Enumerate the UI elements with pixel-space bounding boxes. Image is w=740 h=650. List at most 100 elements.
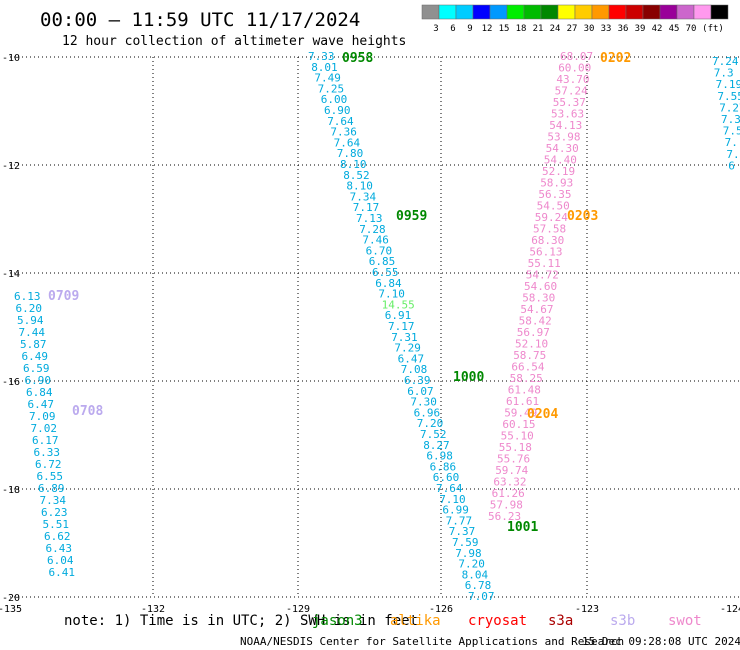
colorbar-swatch	[608, 4, 627, 20]
colorbar-label: (ft)	[702, 24, 724, 34]
plot-area: -10 -12 -14 -16 -18 -20-135 -132 -129 -126 -123 -1…	[0, 50, 740, 615]
wave-height-label: 6.20	[16, 302, 43, 315]
wave-height-label: 6.47	[398, 352, 425, 365]
wave-height-label: 58.30	[522, 292, 555, 305]
wave-height-label: 7.17	[353, 201, 380, 214]
units-note: note: 1) Time is in UTC; 2) SWH is in fe…	[64, 613, 418, 629]
wave-height-label: 7.09	[29, 410, 56, 423]
colorbar-swatch	[659, 4, 678, 20]
wave-height-label: 6.78	[465, 579, 492, 592]
wave-height-label: 6.43	[46, 542, 73, 555]
pass-time-label: 0708	[72, 404, 103, 419]
colorbar-label: 33	[601, 24, 612, 34]
credit-timestamp: 15 Dec 09:28:08 UTC 2024	[582, 635, 740, 648]
pass-time-label: 0958	[342, 51, 373, 66]
colorbar-swatch	[455, 4, 474, 20]
chart-title: 00:00 — 11:59 UTC 11/17/2024	[40, 9, 360, 31]
wave-height-label: 7.36	[330, 126, 357, 139]
pass-time-label: 0203	[567, 209, 598, 224]
wave-height-label: 7.29	[394, 342, 421, 355]
wave-height-label: 6.60	[433, 471, 460, 484]
pass-time-label: 1001	[507, 520, 538, 535]
colorbar-label: 15	[499, 24, 510, 34]
wave-height-label: 56.35	[538, 188, 571, 201]
colorbar-swatch	[625, 4, 644, 20]
wave-height-label: 58.42	[519, 315, 552, 328]
wave-height-label: 58.93	[540, 177, 573, 190]
wave-height-label: 7.02	[31, 422, 58, 435]
y-tick-label: -20	[2, 593, 20, 604]
colorbar-label: 3	[433, 24, 438, 34]
wave-height-label: 7.64	[334, 136, 361, 149]
satellite-legend-s3a: s3a	[548, 613, 573, 629]
pass-time-label: 0709	[48, 289, 79, 304]
wave-height-label: 6.62	[44, 530, 71, 543]
satellite-legend-s3b: s3b	[610, 613, 635, 629]
colorbar-swatch	[540, 4, 559, 20]
wave-height-label: 54.60	[524, 280, 557, 293]
wave-height-label: 7.34	[40, 494, 67, 507]
wave-height-label: 7.10	[378, 288, 405, 301]
wave-height-label: 55.10	[501, 430, 534, 443]
wave-height-label: 6.99	[442, 504, 469, 517]
wave-height-label: 7.	[725, 136, 738, 149]
satellite-legend-altika: altika	[390, 613, 441, 629]
wave-height-label: 5.94	[17, 314, 44, 327]
wave-height-label: 59.49	[504, 407, 537, 420]
wave-height-label: 6.49	[22, 350, 49, 363]
wave-height-label: 7.46	[362, 234, 389, 247]
wave-height-label: 52.19	[542, 165, 575, 178]
wave-height-label: 7.17	[388, 320, 415, 333]
wave-height-label: 6.07	[407, 385, 434, 398]
satellite-legend-jason3: jason3	[312, 613, 363, 629]
wave-height-label: 8.52	[343, 169, 370, 182]
wave-height-label: 5.87	[20, 338, 47, 351]
wave-height-label: 68.07	[560, 50, 593, 63]
wave-height-label: 6.33	[34, 446, 61, 459]
colorbar-label: 18	[516, 24, 527, 34]
wave-height-label: 56.13	[529, 246, 562, 259]
colorbar-label: 39	[635, 24, 646, 34]
wave-height-label: 7.20	[458, 558, 485, 571]
wave-height-label: 7.52	[420, 428, 447, 441]
wave-height-label: 6.23	[41, 506, 68, 519]
wave-height-label: 7.64	[436, 482, 463, 495]
wave-height-label: 7.34	[350, 190, 377, 203]
chart-subtitle: 12 hour collection of altimeter wave hei…	[62, 34, 406, 49]
wave-height-label: 5.51	[43, 518, 70, 531]
wave-height-label: 52.10	[515, 338, 548, 351]
wave-height-label: 7.59	[452, 536, 479, 549]
wave-height-label: 7.31	[391, 331, 418, 344]
colorbar-label: 70	[686, 24, 697, 34]
wave-height-label: 7.13	[356, 212, 383, 225]
wave-height-label: 54.50	[537, 200, 570, 213]
wave-height-label: 6.55	[372, 266, 399, 279]
wave-height-label: 6.39	[404, 374, 431, 387]
wave-height-label: 6.85	[369, 255, 396, 268]
x-tick-label: -126	[429, 604, 453, 615]
colorbar-label: 6	[450, 24, 455, 34]
wave-height-label: 54.30	[546, 142, 579, 155]
y-tick-label: -10	[2, 53, 20, 64]
wave-height-label: 6.90	[324, 104, 351, 117]
wave-height-label: 8.10	[346, 180, 373, 193]
colorbar-label: 21	[533, 24, 544, 34]
wave-height-label: 6.84	[375, 277, 402, 290]
wave-height-label: 7.55	[717, 90, 740, 103]
wave-height-label: 56.23	[488, 510, 521, 523]
wave-height-label: 55.76	[497, 453, 530, 466]
wave-height-label: 6.84	[26, 386, 53, 399]
pass-time-label: 0959	[396, 209, 427, 224]
wave-height-label: 7.37	[449, 525, 476, 538]
wave-height-label: 6	[728, 159, 735, 172]
x-tick-label: -123	[575, 604, 599, 615]
wave-height-label: 7.10	[439, 493, 466, 506]
wave-height-label: 57.58	[533, 223, 566, 236]
colorbar-swatch	[574, 4, 593, 20]
wave-height-label: 55.18	[499, 441, 532, 454]
wave-height-label: 8.10	[340, 158, 367, 171]
wave-height-label: 7.25	[318, 82, 345, 95]
wave-height-label: 55.11	[528, 257, 561, 270]
wave-height-label: 7.64	[327, 115, 354, 128]
